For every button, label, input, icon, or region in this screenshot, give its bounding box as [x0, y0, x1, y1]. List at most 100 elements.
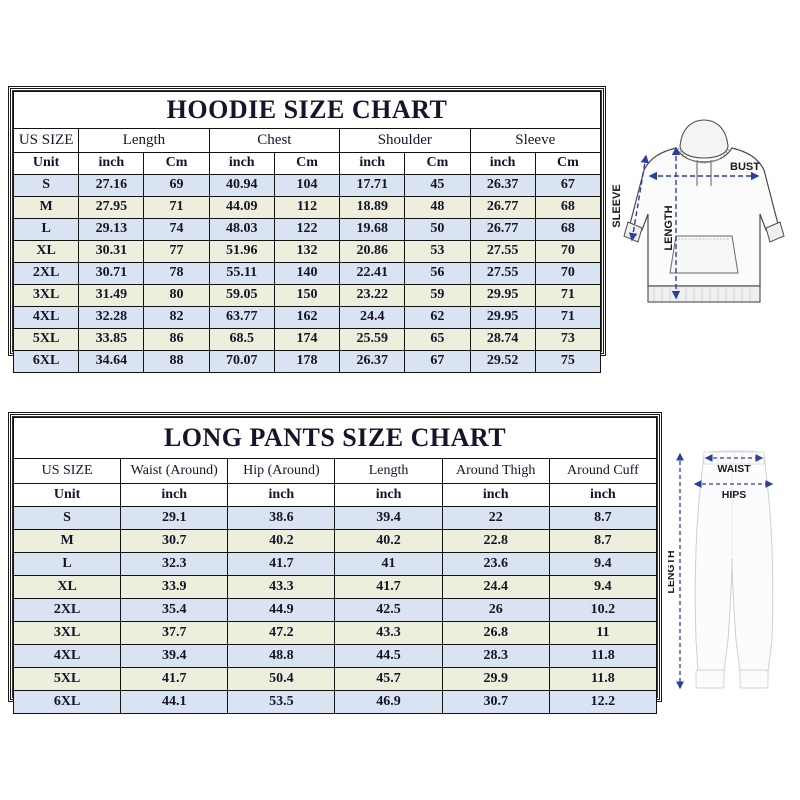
pants-value-cell: 44.9 [227, 598, 336, 622]
hoodie-value-cell: 40.94 [208, 174, 275, 197]
hoodie-unit-cell: Cm [534, 152, 602, 175]
pants-illustration: WAIST HIPS LENGTH [668, 440, 800, 708]
pants-value-cell: 40.2 [227, 529, 336, 553]
hoodie-value-cell: 34.64 [78, 350, 145, 373]
pants-value-cell: 29.9 [441, 667, 550, 691]
table-row: 5XL 33.85 86 68.5 174 25.59 65 28.74 73 [12, 328, 602, 351]
hoodie-value-cell: 30.31 [78, 240, 145, 263]
hoodie-size-cell: 2XL [12, 262, 80, 285]
hoodie-value-cell: 26.37 [339, 350, 406, 373]
hoodie-size-cell: 5XL [12, 328, 80, 351]
pants-value-cell: 50.4 [227, 667, 336, 691]
pants-size-table: LONG PANTS SIZE CHART US SIZE Waist (Aroun… [12, 417, 658, 714]
hoodie-size-table: HOODIE SIZE CHART US SIZE Length Chest Shoul… [12, 91, 602, 373]
sleeve-label: SLEEVE [611, 184, 623, 227]
hoodie-value-cell: 56 [404, 262, 471, 285]
table-row: XL 33.9 43.3 41.7 24.4 9.4 [12, 575, 658, 599]
pants-value-cell: 30.7 [441, 690, 550, 714]
hoodie-value-cell: 68 [534, 196, 602, 219]
hoodie-value-cell: 59.05 [208, 284, 275, 307]
pants-column-header: Around Thigh [441, 458, 550, 484]
pants-unit-cell: inch [227, 483, 336, 507]
table-row: L 32.3 41.7 41 23.6 9.4 [12, 552, 658, 576]
hoodie-value-cell: 71 [534, 306, 602, 329]
pants-chart-frame: LONG PANTS SIZE CHART US SIZE Waist (Aroun… [12, 416, 658, 714]
pants-value-cell: 9.4 [548, 552, 658, 576]
pants-value-cell: 8.7 [548, 529, 658, 553]
pants-size-cell: 4XL [12, 644, 122, 668]
waist-label: WAIST [717, 463, 751, 475]
hoodie-size-header: US SIZE [12, 128, 80, 153]
pants-value-cell: 22.8 [441, 529, 550, 553]
hoodie-size-cell: L [12, 218, 80, 241]
hoodie-value-cell: 24.4 [339, 306, 406, 329]
hoodie-value-cell: 48.03 [208, 218, 275, 241]
pants-size-cell: M [12, 529, 122, 553]
pants-column-header: Hip (Around) [227, 458, 336, 484]
hoodie-value-cell: 77 [143, 240, 210, 263]
pants-size-chart: LONG PANTS SIZE CHART US SIZE Waist (Aroun… [8, 412, 662, 714]
hoodie-value-cell: 70.07 [208, 350, 275, 373]
pants-value-cell: 44.1 [120, 690, 229, 714]
pants-value-cell: 42.5 [334, 598, 443, 622]
hoodie-value-cell: 27.55 [469, 262, 536, 285]
hoodie-value-cell: 51.96 [208, 240, 275, 263]
hoodie-size-cell: S [12, 174, 80, 197]
hoodie-unit-cell: Cm [404, 152, 471, 175]
hoodie-title-row: HOODIE SIZE CHART [13, 91, 601, 129]
hoodie-value-cell: 48 [404, 196, 471, 219]
hoodie-value-cell: 29.95 [469, 306, 536, 329]
hoodie-value-cell: 29.52 [469, 350, 536, 373]
hoodie-value-cell: 44.09 [208, 196, 275, 219]
hoodie-unit-cell: inch [339, 152, 406, 175]
pants-value-cell: 40.2 [334, 529, 443, 553]
hoodie-size-cell: 3XL [12, 284, 80, 307]
hoodie-value-cell: 70 [534, 240, 602, 263]
hoodie-value-cell: 104 [273, 174, 341, 197]
hoodie-value-cell: 74 [143, 218, 210, 241]
pants-value-cell: 12.2 [548, 690, 658, 714]
pants-value-cell: 8.7 [548, 506, 658, 530]
pants-value-cell: 43.3 [227, 575, 336, 599]
hoodie-group-header: Length [78, 128, 210, 153]
hoodie-value-cell: 162 [273, 306, 341, 329]
pants-value-cell: 47.2 [227, 621, 336, 645]
hoodie-value-cell: 59 [404, 284, 471, 307]
hoodie-value-cell: 20.86 [339, 240, 406, 263]
hoodie-value-cell: 174 [273, 328, 341, 351]
hoodie-value-cell: 26.77 [469, 196, 536, 219]
hoodie-value-cell: 18.89 [339, 196, 406, 219]
hoodie-value-cell: 132 [273, 240, 341, 263]
pants-value-cell: 33.9 [120, 575, 229, 599]
hoodie-value-cell: 67 [404, 350, 471, 373]
hoodie-value-cell: 53 [404, 240, 471, 263]
hoodie-group-header-row: US SIZE Length Chest Shoulder Sleeve [12, 128, 602, 153]
table-row: 2XL 30.71 78 55.11 140 22.41 56 27.55 70 [12, 262, 602, 285]
hoodie-group-header: Shoulder [339, 128, 471, 153]
pants-chart-title: LONG PANTS SIZE CHART [13, 417, 657, 459]
hoodie-value-cell: 65 [404, 328, 471, 351]
hoodie-value-cell: 73 [534, 328, 602, 351]
pants-value-cell: 41 [334, 552, 443, 576]
hoodie-value-cell: 23.22 [339, 284, 406, 307]
hoodie-value-cell: 29.95 [469, 284, 536, 307]
table-row: M 27.95 71 44.09 112 18.89 48 26.77 68 [12, 196, 602, 219]
pants-value-cell: 29.1 [120, 506, 229, 530]
bust-label: BUST [730, 161, 760, 173]
pants-unit-cell: inch [334, 483, 443, 507]
pants-value-cell: 41.7 [227, 552, 336, 576]
hoodie-value-cell: 86 [143, 328, 210, 351]
pants-header-row: US SIZE Waist (Around) Hip (Around) Length A… [12, 458, 658, 484]
pants-value-cell: 24.4 [441, 575, 550, 599]
table-row: M 30.7 40.2 40.2 22.8 8.7 [12, 529, 658, 553]
hoodie-value-cell: 29.13 [78, 218, 145, 241]
table-row: 5XL 41.7 50.4 45.7 29.9 11.8 [12, 667, 658, 691]
table-row: S 27.16 69 40.94 104 17.71 45 26.37 67 [12, 174, 602, 197]
pants-unit-cell: inch [441, 483, 550, 507]
pants-value-cell: 37.7 [120, 621, 229, 645]
hoodie-value-cell: 140 [273, 262, 341, 285]
pants-size-cell: S [12, 506, 122, 530]
hoodie-value-cell: 82 [143, 306, 210, 329]
pants-unit-cell: inch [120, 483, 229, 507]
pants-size-header: US SIZE [12, 458, 122, 484]
